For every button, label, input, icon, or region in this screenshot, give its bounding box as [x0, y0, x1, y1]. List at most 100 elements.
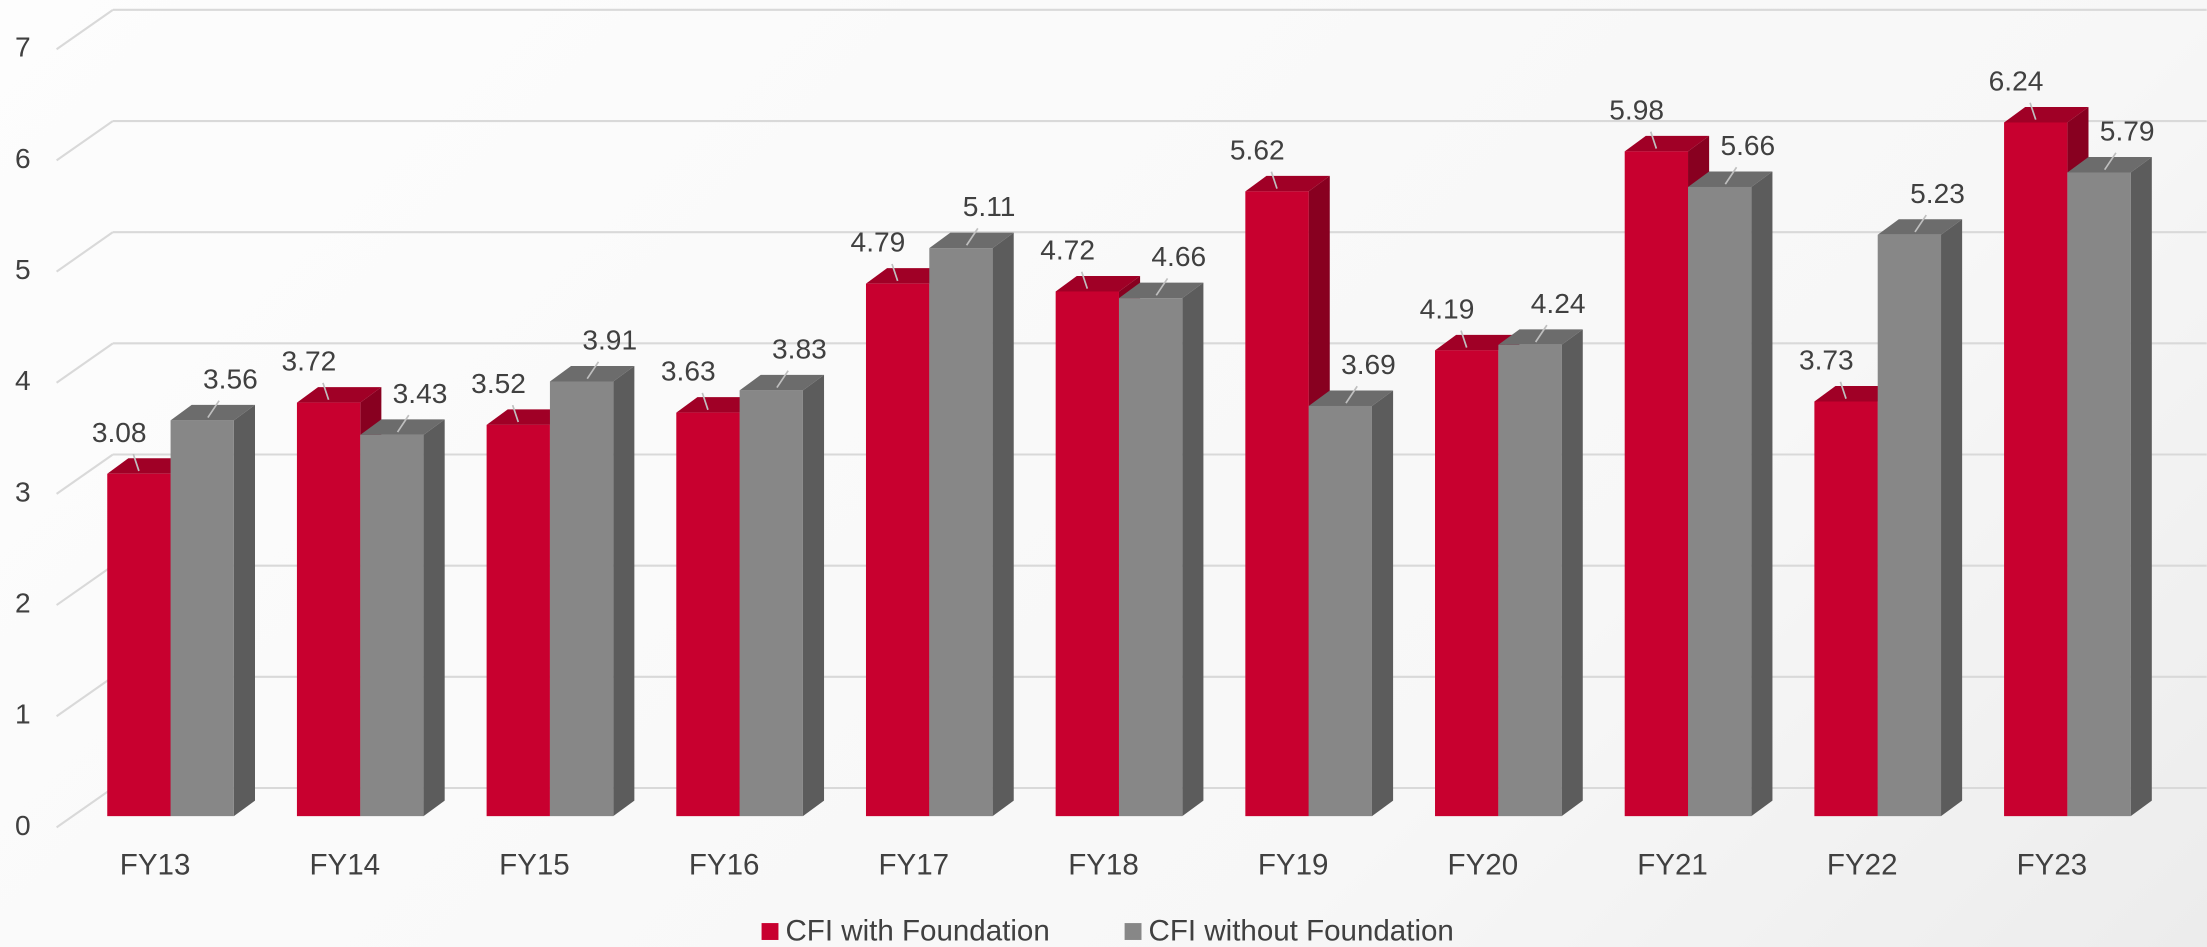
bar	[1118, 282, 1204, 817]
data-label: 5.62	[1230, 134, 1285, 165]
bar-front	[929, 248, 993, 817]
bar-front	[1118, 298, 1183, 817]
data-label: 4.79	[851, 227, 906, 258]
leader-line	[1345, 385, 1358, 404]
grid-line	[55, 342, 114, 384]
bar	[2067, 157, 2152, 817]
data-label: 3.83	[772, 333, 827, 364]
bar-side	[1561, 329, 1583, 817]
grid-line	[55, 231, 114, 273]
bar-side	[992, 232, 1014, 817]
bar	[929, 232, 1014, 817]
x-tick-label: FY15	[499, 849, 570, 882]
bar-front	[1877, 234, 1942, 817]
grid-line	[55, 120, 114, 162]
bar-front	[1688, 186, 1752, 817]
bar-front	[1498, 344, 1562, 817]
bar-side	[423, 419, 445, 817]
x-tick-label: FY21	[1637, 849, 1708, 882]
leader-line	[965, 227, 979, 246]
bar-side	[1941, 219, 1963, 817]
bar-top	[360, 419, 445, 435]
leader-line	[1270, 171, 1278, 189]
bar-side	[1182, 282, 1204, 817]
data-label: 5.11	[963, 191, 1016, 222]
x-tick-label: FY23	[2017, 849, 2088, 882]
x-tick-label: FY13	[120, 849, 191, 882]
data-label: 5.79	[2100, 116, 2155, 147]
bar-front	[1245, 191, 1309, 817]
bar-side	[802, 374, 825, 817]
data-label: 3.08	[92, 417, 147, 448]
bar-front	[549, 381, 614, 817]
y-tick-label: 0	[15, 810, 31, 841]
leader-line	[701, 392, 709, 411]
grid-line	[55, 453, 114, 495]
bar-top	[1308, 390, 1394, 406]
grid-line	[55, 675, 114, 718]
bar-top	[2067, 157, 2152, 173]
legend-label: CFI without Foundation	[1149, 915, 1454, 947]
leader-line	[322, 382, 330, 401]
bar-front	[1055, 291, 1119, 817]
leader-line	[207, 400, 220, 419]
bar-front	[739, 390, 803, 817]
leader-line	[2103, 152, 2117, 171]
bar-front	[107, 473, 171, 817]
leader-line	[1839, 381, 1847, 399]
bar-top	[1877, 219, 1963, 235]
data-label: 3.56	[203, 363, 258, 394]
bar-side	[233, 404, 255, 817]
bar-front	[486, 424, 550, 817]
data-label: 3.63	[661, 356, 716, 387]
bar-top	[1118, 282, 1204, 299]
bar-front	[865, 283, 930, 817]
x-tick-label: FY14	[309, 849, 380, 882]
bar-front	[1435, 350, 1499, 817]
bar	[1688, 171, 1773, 817]
legend-swatch	[1124, 923, 1142, 940]
leader-line	[891, 263, 899, 282]
x-tick-label: FY17	[879, 849, 950, 882]
y-tick-label: 4	[15, 365, 31, 396]
y-tick-label: 7	[15, 32, 31, 63]
x-tick-label: FY16	[689, 849, 760, 882]
leader-line	[1724, 166, 1738, 185]
data-label: 6.24	[1989, 66, 2044, 97]
data-label: 4.66	[1151, 241, 1206, 272]
bar-top	[2004, 106, 2089, 123]
leader-line	[1155, 277, 1169, 296]
data-label: 3.72	[282, 346, 337, 377]
data-label: 3.43	[393, 378, 448, 409]
legend-swatch	[761, 923, 779, 940]
legend-label: CFI with Foundation	[785, 915, 1049, 947]
data-label: 3.69	[1341, 349, 1396, 380]
bar-top	[1688, 171, 1773, 187]
data-label: 3.73	[1799, 345, 1854, 376]
bar	[1498, 329, 1583, 817]
leader-line	[1649, 131, 1658, 149]
bar	[739, 374, 825, 817]
leader-line	[1914, 214, 1927, 233]
bar-front	[296, 402, 361, 817]
data-label: 5.23	[1910, 178, 1965, 209]
bar-side	[2130, 157, 2152, 817]
y-tick-label: 1	[15, 699, 31, 730]
grid-line	[55, 8, 114, 51]
bar-front	[1814, 401, 1878, 817]
bar-top	[739, 374, 825, 391]
grid-line	[55, 564, 114, 606]
bar-front	[170, 420, 234, 817]
bar-side	[1371, 390, 1394, 817]
leader-line	[776, 370, 789, 389]
y-tick-label: 2	[15, 588, 31, 619]
data-label: 4.72	[1040, 234, 1095, 265]
data-label: 4.19	[1420, 293, 1475, 324]
bar	[549, 366, 635, 817]
bar-top	[1055, 275, 1141, 292]
bar	[1308, 390, 1394, 817]
bar-front	[360, 434, 424, 817]
data-label: 5.98	[1609, 94, 1664, 125]
